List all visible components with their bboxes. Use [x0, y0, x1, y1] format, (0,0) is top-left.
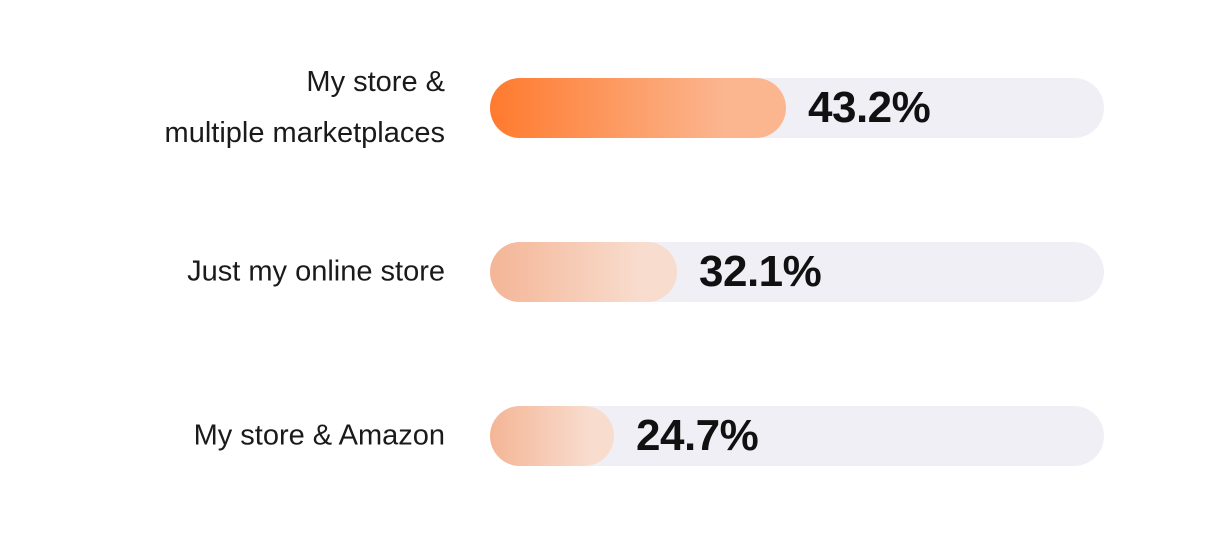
value-label: 32.1% [699, 247, 822, 296]
value-label: 24.7% [636, 411, 759, 460]
category-label: Just my online store [187, 255, 445, 288]
bar-fill [490, 78, 786, 138]
bar-fill [490, 406, 614, 466]
bar-track: 24.7% [490, 406, 1104, 466]
bar-row: My store & Amazon 24.7% [0, 406, 1212, 466]
bar-row: Just my online store 32.1% [0, 242, 1212, 302]
category-label: My store & multiple marketplaces [164, 66, 445, 149]
bar-row: My store & multiple marketplaces 43.2% [0, 66, 1212, 149]
bar-track: 32.1% [490, 242, 1104, 302]
bar-track: 43.2% [490, 78, 1104, 138]
value-label: 43.2% [808, 83, 931, 132]
bar-fill [490, 242, 677, 302]
category-label: My store & Amazon [193, 419, 445, 452]
